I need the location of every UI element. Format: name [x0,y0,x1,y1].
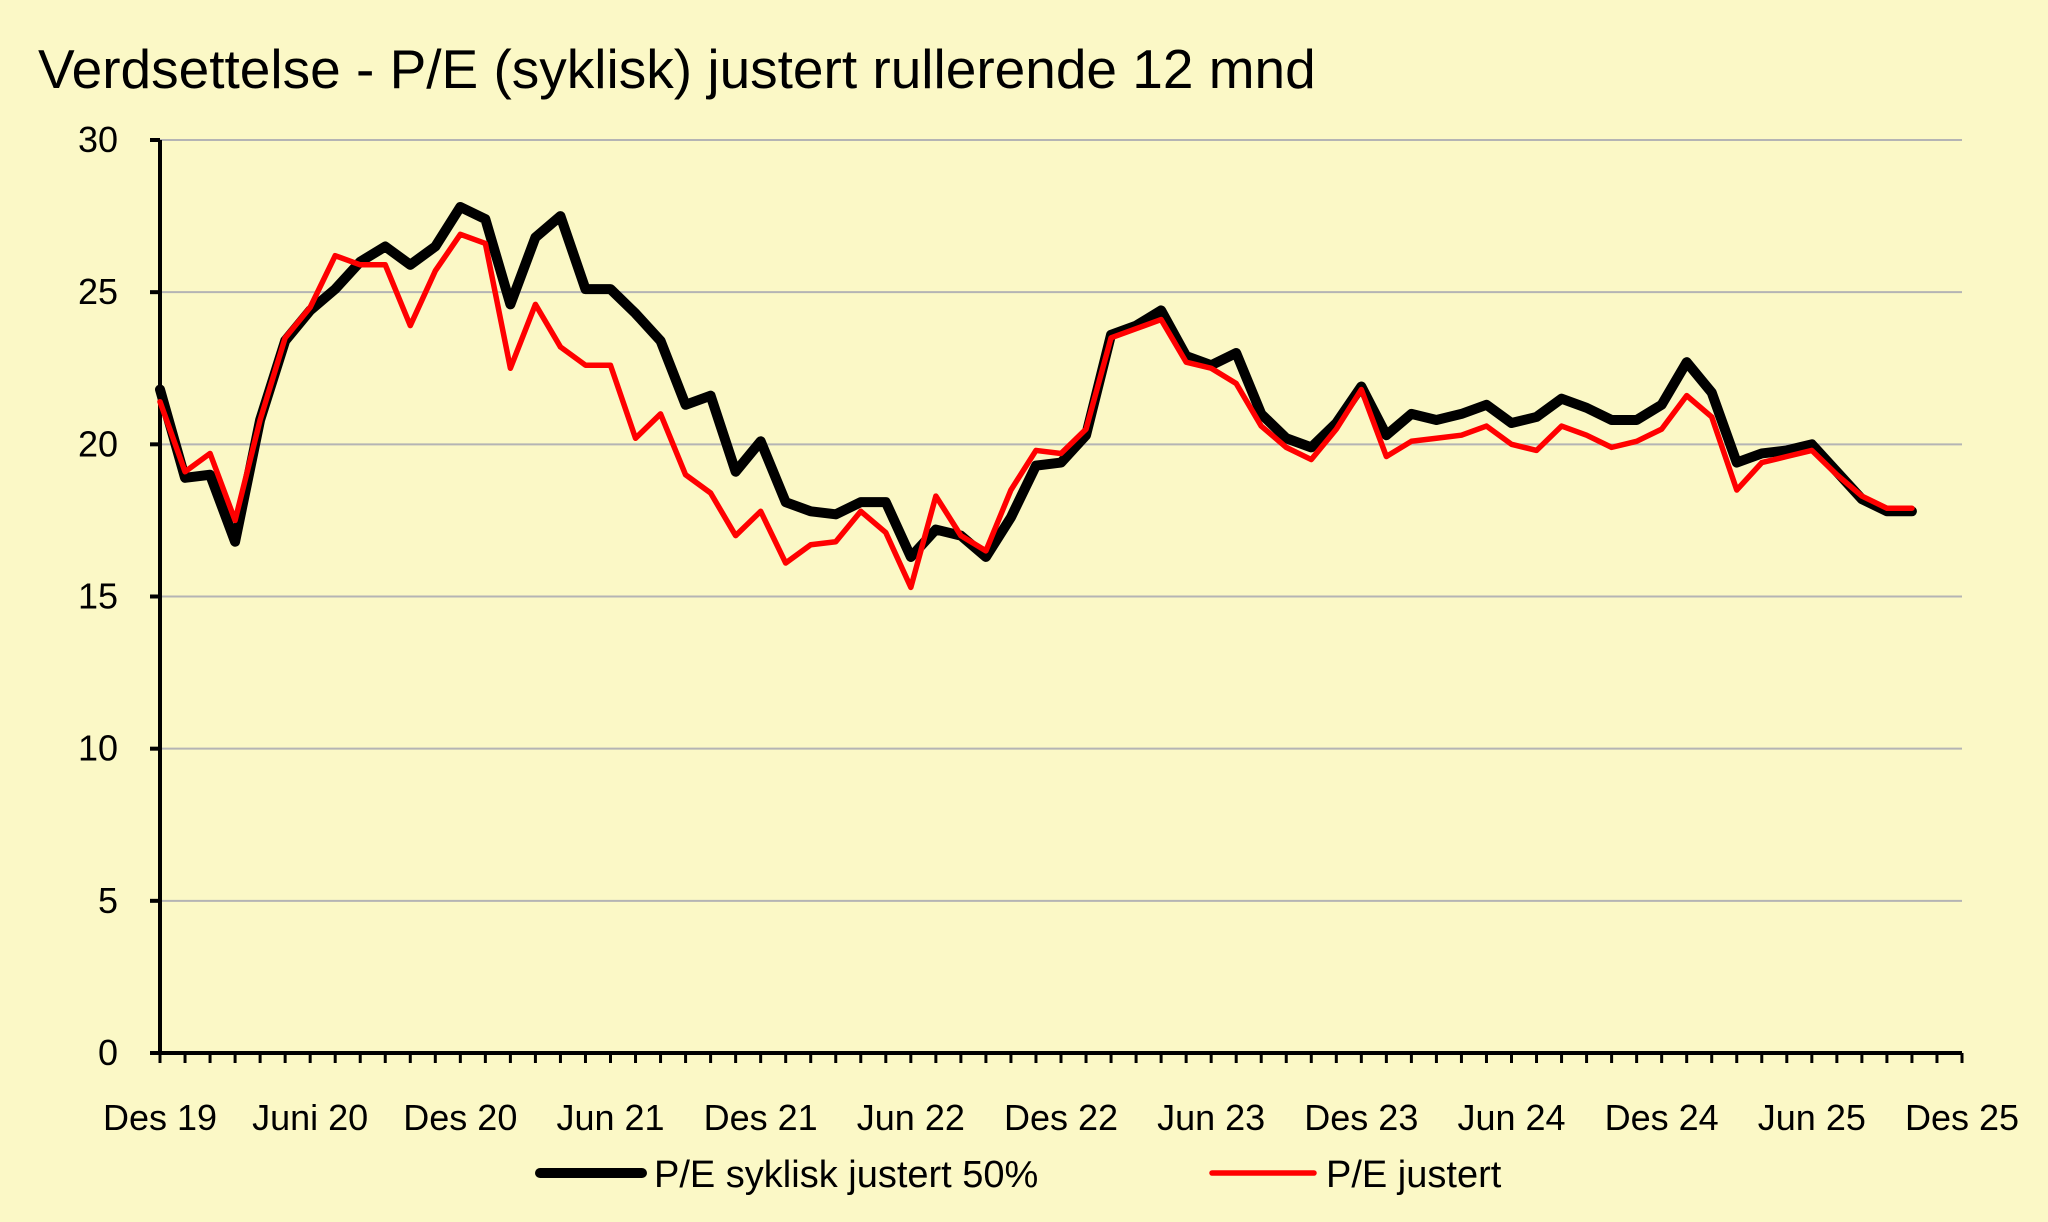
y-tick-label: 20 [78,423,118,464]
grid-lines [160,139,1962,902]
y-tick-label: 15 [78,576,118,617]
x-tick-label: Jun 24 [1457,1097,1565,1138]
series-line-2 [157,231,1915,591]
x-tick-label: Des 23 [1304,1097,1418,1138]
y-tick-label: 10 [78,728,118,769]
x-tick-label: Jun 22 [857,1097,965,1138]
x-tick-label: Des 20 [403,1097,517,1138]
x-tick-label: Des 21 [704,1097,818,1138]
legend-label-1: P/E syklisk justert 50% [654,1154,1038,1196]
y-tick-label: 0 [98,1032,118,1073]
x-tick-label: Jun 23 [1157,1097,1265,1138]
chart-title: Verdsettelse - P/E (syklisk) justert rul… [38,38,1316,100]
x-tick-label: Des 25 [1905,1097,2019,1138]
y-tick-label: 30 [78,119,118,160]
series-line-1 [155,201,1917,562]
x-tick-label: Jun 21 [556,1097,664,1138]
x-tick-label: Juni 20 [252,1097,368,1138]
x-tick-label: Des 24 [1605,1097,1719,1138]
x-tick-label: Jun 25 [1758,1097,1866,1138]
axes: 0 5 10 15 20 25 30 Des 19 Juni 20 Des 20 Jun 21 Des… [78,119,2019,1138]
legend: P/E syklisk justert 50% P/E justert [535,1154,1502,1196]
x-tick-label: Des 19 [103,1097,217,1138]
x-tick-label: Des 22 [1004,1097,1118,1138]
series-lines [155,201,1917,591]
y-tick-label: 5 [98,880,118,921]
legend-label-2: P/E justert [1326,1154,1502,1196]
y-tick-label: 25 [78,271,118,312]
